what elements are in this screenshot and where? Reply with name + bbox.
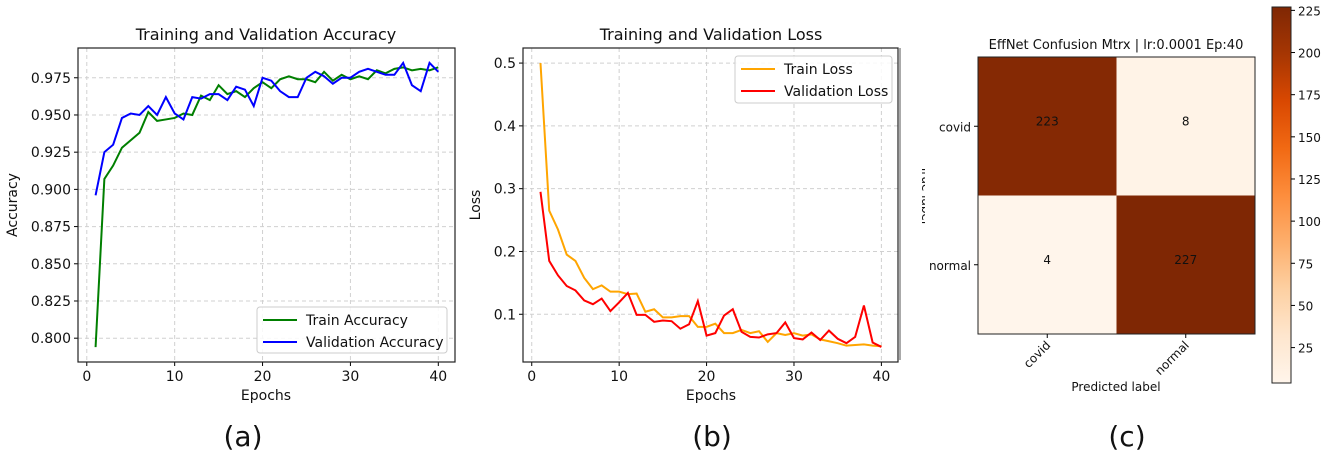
accuracy-series-train-accuracy <box>94 66 439 348</box>
accuracy-x-tick-label: 20 <box>254 369 272 385</box>
loss-y-tick-label: 0.1 <box>494 307 516 323</box>
colorbar-tick-label: 175 <box>1298 89 1321 103</box>
accuracy-x-label: Epochs <box>241 388 291 404</box>
col-label: covid <box>1021 338 1054 371</box>
loss-x-tick-label: 30 <box>785 369 803 385</box>
accuracy-y-tick-label: 0.875 <box>31 220 71 236</box>
confusion-cell <box>1116 57 1255 196</box>
predicted-label-axis-title: Predicted label <box>1071 380 1160 394</box>
panel-label-b: (b) <box>692 420 732 453</box>
colorbar-tick-label: 50 <box>1298 299 1313 313</box>
colorbar <box>1271 6 1292 384</box>
colorbar-tick-label: 150 <box>1298 131 1321 145</box>
colorbar-tick-label: 225 <box>1298 4 1321 18</box>
loss-x-tick-label: 20 <box>698 369 716 385</box>
accuracy-chart: Training and Validation Accuracy Epochs … <box>5 25 456 453</box>
accuracy-y-tick-label: 0.950 <box>31 108 71 124</box>
loss-legend-label: Train Loss <box>783 62 853 78</box>
loss-y-tick-label: 0.4 <box>494 119 516 135</box>
accuracy-chart-title: Training and Validation Accuracy <box>135 25 397 44</box>
accuracy-x-tick-label: 0 <box>82 369 91 385</box>
accuracy-legend-label: Train Accuracy <box>305 313 408 329</box>
loss-x-tick-label: 0 <box>527 369 536 385</box>
row-label: covid <box>939 120 971 134</box>
confusion-frame <box>977 56 1256 335</box>
loss-y-tick-label: 0.5 <box>494 56 516 72</box>
accuracy-y-tick-label: 0.900 <box>31 182 71 198</box>
panel-label-c: (c) <box>1108 420 1145 453</box>
accuracy-y-label: Accuracy <box>5 173 21 237</box>
accuracy-y-tick-label: 0.800 <box>31 331 71 347</box>
accuracy-x-tick-label: 40 <box>429 369 447 385</box>
accuracy-legend-label: Validation Accuracy <box>306 335 444 351</box>
loss-series-train-loss <box>539 63 882 348</box>
confusion-cell-value: 4 <box>1043 253 1051 267</box>
loss-chart: Training and Validation Loss Epochs Loss… <box>468 25 899 453</box>
confusion-cell <box>978 195 1117 334</box>
colorbar-tick-label: 125 <box>1298 173 1321 187</box>
confusion-cell <box>978 57 1117 196</box>
accuracy-y-tick-label: 0.850 <box>31 257 71 273</box>
loss-x-tick-label: 10 <box>610 369 628 385</box>
true-label-axis-title: True label <box>919 165 933 224</box>
accuracy-plot-frame <box>77 47 456 363</box>
loss-y-label: Loss <box>468 190 484 221</box>
loss-y-tick-label: 0.2 <box>494 244 516 260</box>
accuracy-y-tick-label: 0.825 <box>31 294 71 310</box>
confusion-matrix: True label EffNet Confusion Mtrx | lr:0.… <box>899 4 1321 453</box>
accuracy-legend <box>256 306 448 354</box>
colorbar-tick-label: 75 <box>1298 257 1313 271</box>
row-label: normal <box>929 259 971 273</box>
loss-x-tick-label: 40 <box>872 369 890 385</box>
accuracy-x-tick-label: 30 <box>342 369 360 385</box>
loss-plot-frame <box>522 47 899 363</box>
accuracy-series-validation-accuracy <box>94 60 440 196</box>
loss-y-tick-label: 0.3 <box>494 182 516 198</box>
loss-x-label: Epochs <box>686 388 736 404</box>
confusion-cell-value: 227 <box>1174 253 1197 267</box>
confusion-cell <box>1116 195 1255 334</box>
colorbar-tick-label: 25 <box>1298 342 1313 356</box>
accuracy-y-tick-label: 0.925 <box>31 145 71 161</box>
accuracy-x-tick-label: 10 <box>166 369 184 385</box>
panel-label-a: (a) <box>223 420 262 453</box>
colorbar-tick-label: 100 <box>1298 215 1321 229</box>
confusion-cell-value: 223 <box>1036 114 1059 128</box>
confusion-matrix-title: EffNet Confusion Mtrx | lr:0.0001 Ep:40 <box>989 38 1244 53</box>
loss-legend-label: Validation Loss <box>784 84 888 100</box>
loss-chart-title: Training and Validation Loss <box>599 25 823 44</box>
colorbar-tick-label: 200 <box>1298 47 1321 61</box>
col-label: normal <box>1152 338 1192 378</box>
confusion-cell-value: 8 <box>1182 114 1190 128</box>
accuracy-y-tick-label: 0.975 <box>31 71 71 87</box>
loss-series-validation-loss <box>539 191 882 348</box>
